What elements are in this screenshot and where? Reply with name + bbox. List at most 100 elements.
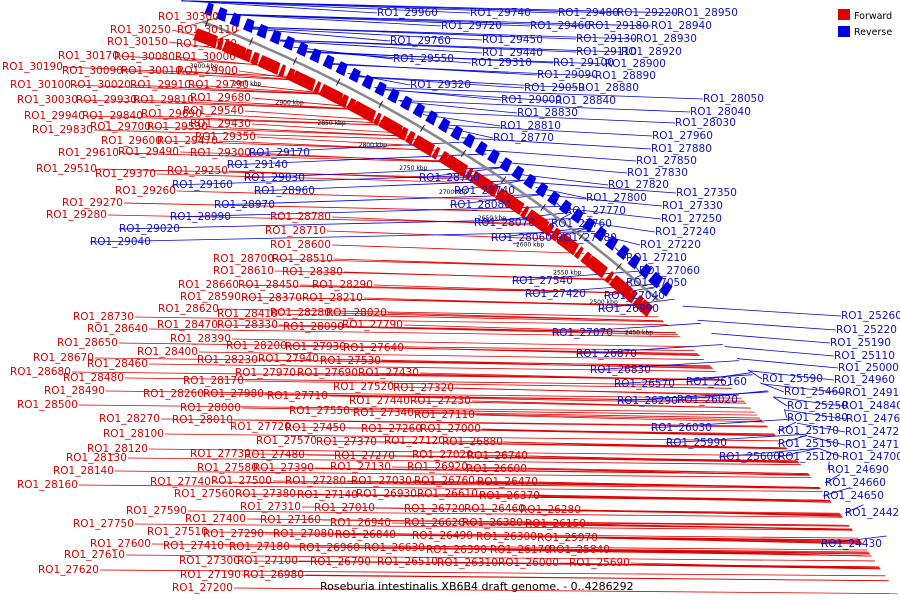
reverse-connector (589, 360, 739, 371)
reverse-connector (682, 305, 842, 317)
reverse-gene-label: RO1_27240 (655, 226, 716, 238)
reverse-connector (697, 319, 837, 331)
reverse-gene-label: RO1_29720 (441, 20, 502, 32)
forward-gene-label: RO1_27690 (297, 367, 358, 379)
forward-gene-label: RO1_26720 (404, 503, 465, 515)
reverse-gene-label: RO1_29040 (90, 236, 151, 248)
forward-connector (124, 377, 730, 386)
forward-connector (377, 441, 788, 450)
reverse-gene-mark (378, 83, 387, 97)
forward-connector (331, 244, 584, 254)
reverse-connector (818, 447, 843, 458)
forward-gene-label: RO1_26960 (299, 542, 360, 554)
forward-gene-mark (544, 223, 555, 237)
reverse-gene-label: RO1_29160 (172, 179, 233, 191)
forward-gene-mark (514, 202, 525, 215)
forward-connector (251, 123, 408, 134)
forward-connector (93, 129, 418, 140)
reverse-gene-mark (313, 50, 322, 64)
forward-gene-label: RO1_27710 (267, 390, 328, 402)
reverse-connector (524, 283, 658, 295)
forward-connector (176, 190, 512, 201)
forward-connector (403, 324, 676, 334)
reverse-gene-label: RO1_26290 (617, 395, 678, 407)
reverse-gene-mark (652, 275, 664, 289)
reverse-gene-label: RO1_27820 (608, 179, 669, 191)
forward-connector (148, 363, 716, 372)
forward-gene-label: RO1_27100 (237, 555, 298, 567)
reverse-gene-label: RO1_28880 (578, 82, 639, 94)
reverse-connector (783, 408, 788, 419)
forward-gene-label: RO1_28260 (143, 388, 204, 400)
reverse-connector (215, 13, 652, 27)
tick-label: 2650 kbp (478, 215, 506, 222)
reverse-connector (213, 193, 546, 206)
forward-connector (419, 372, 725, 381)
reverse-gene-label: RO1_25190 (830, 337, 891, 349)
forward-gene-label: RO1_27380 (235, 488, 296, 500)
reverse-gene-label: RO1_26020 (677, 394, 738, 406)
reverse-gene-label: RO1_25990 (666, 437, 727, 449)
forward-gene-mark (443, 154, 453, 168)
map-title: Roseburia intestinalis XB6B4 draft genom… (320, 580, 634, 593)
forward-gene-label: RO1_29910 (130, 79, 191, 91)
reverse-gene-mark (300, 43, 309, 57)
forward-gene-label: RO1_26940 (330, 517, 391, 529)
reverse-connector (598, 234, 641, 246)
reverse-connector (796, 422, 846, 433)
forward-gene-label: RO1_27130 (330, 461, 391, 473)
legend-reverse-label: Reverse (854, 27, 892, 38)
forward-connector (105, 390, 742, 399)
forward-gene-label: RO1_30100 (10, 79, 71, 91)
forward-gene-label: RO1_29610 (58, 147, 119, 159)
reverse-gene-label: RO1_28060 (491, 232, 552, 244)
forward-connector (123, 70, 309, 82)
forward-gene-label: RO1_26620 (404, 517, 465, 529)
reverse-gene-mark (593, 226, 604, 240)
forward-gene-label: RO1_28660 (178, 279, 239, 291)
forward-connector (78, 99, 365, 110)
reverse-connector (777, 421, 797, 432)
reverse-gene-label: RO1_28030 (675, 117, 736, 129)
reverse-gene-label: RO1_27770 (565, 205, 626, 217)
reverse-connector (777, 434, 808, 445)
forward-gene-label: RO1_27510 (147, 526, 208, 538)
forward-gene-label: RO1_28400 (137, 346, 198, 358)
forward-gene-label: RO1_26150 (525, 518, 586, 530)
reverse-gene-label: RO1_27680 (556, 232, 617, 244)
reverse-connector (820, 535, 887, 545)
reverse-gene-mark (604, 235, 615, 249)
forward-gene-label: RO1_28470 (157, 319, 218, 331)
reverse-connector (118, 218, 578, 230)
forward-gene-mark (533, 215, 543, 229)
reverse-connector (329, 63, 596, 77)
forward-connector (610, 549, 872, 557)
forward-gene-label: RO1_28510 (272, 253, 333, 265)
reverse-gene-mark (538, 184, 549, 198)
reverse-gene-label: RO1_24760 (846, 413, 900, 425)
reverse-connector (374, 87, 704, 100)
forward-gene-label: RO1_26630 (364, 542, 425, 554)
forward-gene-mark (511, 199, 522, 213)
reverse-connector (277, 39, 622, 53)
forward-gene-label: RO1_26170 (490, 544, 551, 556)
reverse-gene-mark (562, 202, 572, 215)
reverse-gene-label: RO1_29100 (553, 57, 614, 69)
forward-gene-label: RO1_26840 (335, 529, 396, 541)
reverse-gene-mark (352, 69, 361, 83)
forward-connector (123, 202, 529, 213)
forward-gene-mark (278, 64, 286, 78)
reverse-gene-label: RO1_29050 (524, 82, 585, 94)
forward-connector (481, 428, 777, 437)
forward-gene-label: RO1_26920 (407, 461, 468, 473)
forward-gene-mark (642, 304, 654, 317)
legend-forward-label: Forward (854, 11, 892, 22)
forward-gene-label: RO1_29600 (101, 135, 162, 147)
forward-gene-label: RO1_27320 (393, 382, 454, 394)
reverse-gene-label: RO1_25600 (719, 451, 780, 463)
forward-gene-label: RO1_27260 (361, 423, 422, 435)
forward-gene-mark (494, 188, 505, 201)
forward-connector (333, 258, 601, 268)
forward-gene-mark (244, 49, 253, 63)
tick-label: 2600 kbp (516, 242, 544, 249)
